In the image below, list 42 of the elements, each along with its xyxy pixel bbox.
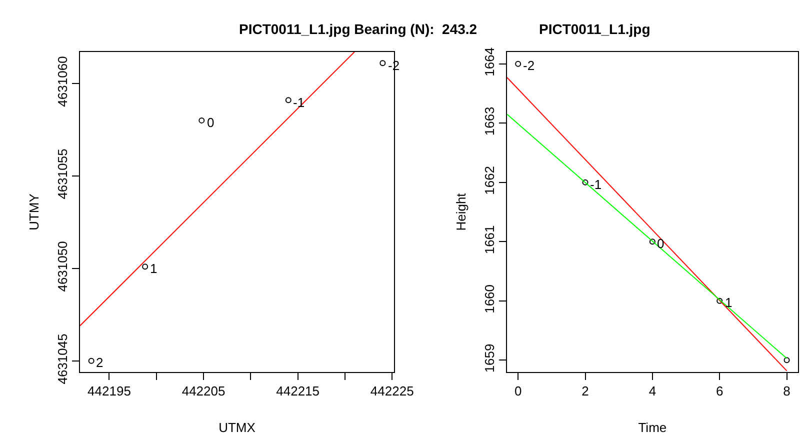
point [649, 238, 656, 245]
point [88, 358, 94, 364]
y-tick-label: 1663 [482, 106, 497, 136]
y-tick-label: 4631055 [54, 148, 70, 200]
annotation: 0 [207, 115, 214, 130]
y-axis-title: Height [454, 192, 469, 231]
point [142, 264, 148, 270]
x-tick-label: 442225 [370, 384, 414, 399]
point [285, 97, 292, 104]
x-tick-label: 0 [514, 384, 522, 399]
annotation: 1 [725, 295, 732, 310]
annotation: -2 [523, 58, 535, 73]
x-tick-label: 442215 [276, 384, 320, 399]
x-tick-label: 442205 [182, 384, 226, 399]
annotation: -1 [590, 177, 602, 192]
x-axis-title: UTMX [218, 420, 256, 436]
chart-title: PICT0011_L1.jpg Bearing (N): 243.2 [239, 21, 478, 37]
y-tick-label: 1660 [482, 284, 497, 314]
y-tick-label: 4631060 [54, 56, 70, 107]
point [198, 117, 205, 124]
x-tick-label: 8 [783, 384, 790, 399]
y-tick-label: 1664 [482, 47, 497, 76]
y-tick-label: 1661 [482, 225, 497, 254]
annotation: 1 [150, 261, 158, 276]
point [716, 298, 723, 304]
y-tick-label: 1659 [482, 344, 497, 373]
point [380, 60, 386, 66]
chart-title: PICT0011_L1.jpg [539, 21, 650, 37]
point [515, 60, 522, 67]
annotation: 2 [96, 355, 104, 370]
y-tick-label: 4631045 [54, 334, 70, 384]
x-tick-label: 442195 [88, 384, 131, 399]
x-tick-label: 2 [582, 384, 589, 399]
x-tick-label: 6 [716, 384, 724, 399]
annotation: -1 [293, 95, 305, 110]
x-axis-title: Time [638, 420, 667, 436]
y-tick-label: 4631050 [54, 241, 70, 292]
x-tick-label: 4 [648, 384, 656, 399]
y-axis-title: UTMY [26, 193, 42, 230]
point [784, 357, 790, 364]
y-tick-label: 1662 [482, 166, 497, 195]
point [582, 179, 588, 186]
